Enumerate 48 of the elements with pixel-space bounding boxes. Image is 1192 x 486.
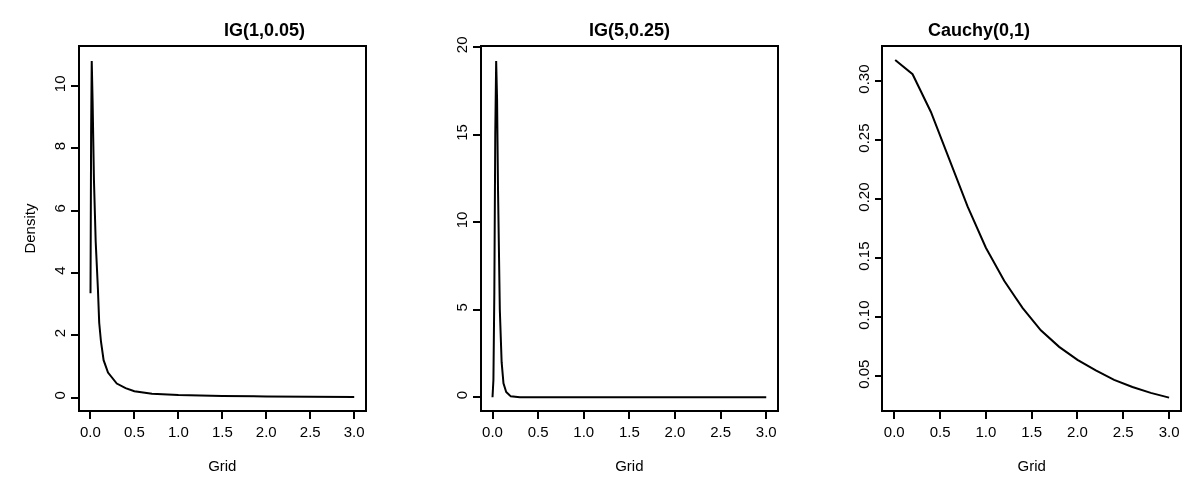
- y-axis-title: Density: [20, 203, 38, 254]
- y-tick-label: 2: [51, 328, 69, 338]
- x-tick-label: 2.5: [710, 422, 732, 440]
- x-tick-label: 2.0: [664, 422, 686, 440]
- line-series: [894, 59, 1171, 399]
- x-tick-label: 0.5: [123, 422, 145, 440]
- x-tick-label: 2.0: [1067, 422, 1088, 440]
- x-tick-label: 0.5: [527, 422, 549, 440]
- y-tick-label: 15: [452, 124, 470, 141]
- chart-title: IG(5,0.25): [589, 20, 671, 40]
- chart-title: Cauchy(0,1): [928, 20, 1031, 40]
- x-tick-label: 1.0: [573, 422, 595, 440]
- y-tick-label: 0.10: [854, 300, 872, 330]
- x-tick-label: 1.0: [167, 422, 189, 440]
- x-tick-label: 3.0: [1158, 422, 1180, 440]
- x-tick-label: 1.5: [1021, 422, 1043, 440]
- y-tick-label: 0.05: [854, 359, 872, 389]
- x-tick-label: 1.5: [211, 422, 233, 440]
- line-series: [491, 60, 768, 399]
- y-tick-label: 0: [51, 391, 69, 400]
- y-tick-label: 4: [51, 266, 69, 275]
- line-series: [89, 60, 356, 398]
- y-tick-label: 10: [452, 211, 470, 229]
- y-tick-label: 5: [452, 303, 470, 312]
- y-tick-label: 0.15: [854, 241, 872, 271]
- x-axis-title: Grid: [615, 457, 644, 475]
- x-tick-label: 2.5: [299, 422, 321, 440]
- y-tick-label: 0: [452, 390, 470, 400]
- y-tick-label: 0.30: [854, 64, 872, 94]
- x-tick-label: 0.0: [79, 422, 101, 440]
- x-tick-label: 3.0: [343, 422, 365, 440]
- x-tick-label: 0.0: [883, 422, 905, 440]
- x-tick-label: 1.5: [618, 422, 640, 440]
- x-tick-label: 0.0: [482, 422, 503, 440]
- y-tick-label: 0.20: [854, 182, 872, 212]
- x-axis-title: Grid: [1017, 457, 1046, 475]
- chart-title: IG(1,0.05): [224, 20, 306, 40]
- x-tick-label: 1.0: [975, 422, 997, 440]
- y-tick-label: 0.25: [854, 123, 872, 153]
- x-tick-label: 2.5: [1112, 422, 1134, 440]
- y-tick-label: 6: [51, 204, 69, 213]
- x-tick-label: 3.0: [755, 422, 777, 440]
- y-tick-label: 8: [51, 141, 69, 151]
- y-tick-label: 10: [51, 75, 69, 93]
- x-tick-label: 0.5: [929, 422, 951, 440]
- x-axis-title: Grid: [208, 457, 237, 475]
- y-tick-label: 20: [452, 36, 470, 54]
- x-tick-label: 2.0: [255, 422, 277, 440]
